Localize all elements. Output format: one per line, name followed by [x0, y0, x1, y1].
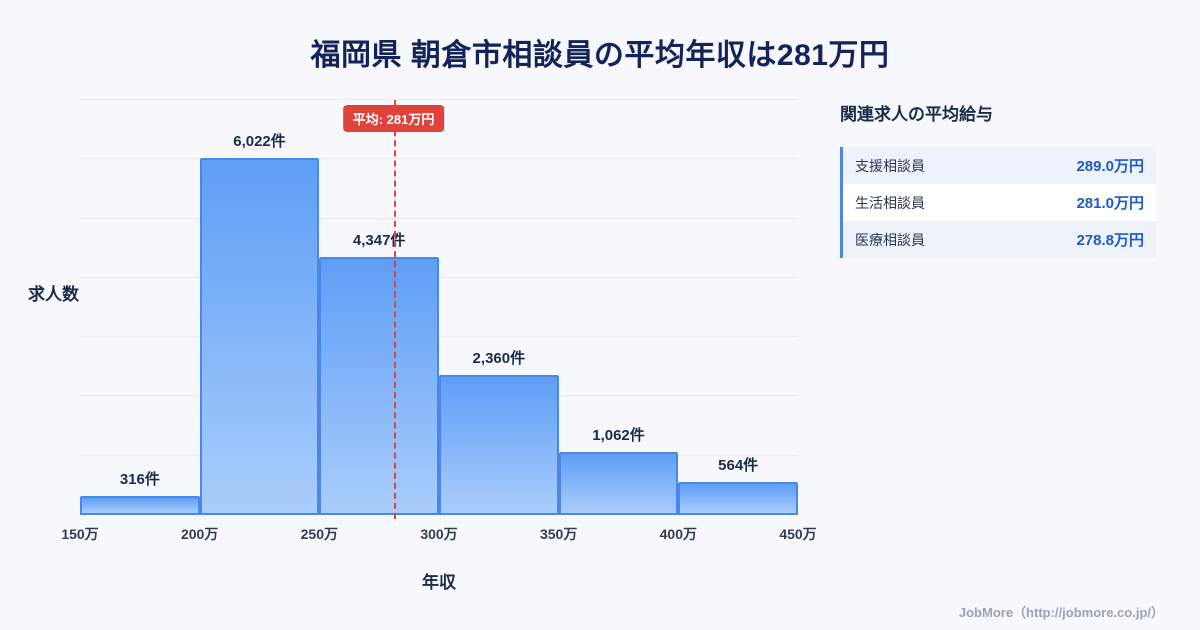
related-job-row: 生活相談員 281.0万円 — [840, 184, 1156, 221]
job-salary: 278.8万円 — [1076, 232, 1144, 249]
x-tick-label: 200万 — [180, 526, 219, 542]
x-axis-label: 年収 — [422, 573, 456, 592]
histogram-bar — [558, 452, 679, 515]
bar-value-label: 6,022件 — [233, 132, 286, 150]
gridline — [80, 336, 798, 338]
x-tick-label: 300万 — [420, 526, 458, 542]
bar-value-label: 564件 — [718, 456, 759, 474]
x-tick-label: 150万 — [61, 526, 99, 542]
gridline — [80, 276, 798, 278]
histogram-bar — [199, 157, 320, 515]
job-name: 生活相談員 — [855, 194, 925, 211]
gridline — [80, 158, 798, 160]
related-salary-table: 支援相談員 289.0万円生活相談員 281.0万円医療相談員 278.8万円 — [840, 147, 1156, 258]
histogram-bar — [439, 375, 559, 515]
histogram-bar — [678, 481, 798, 515]
job-salary: 289.0万円 — [1076, 158, 1144, 175]
histogram-plot-area: 316件 6,022件 4,347件 2,360件 1,062件 564件 150万 200万… — [61, 99, 817, 542]
bar-value-label: 316件 — [119, 471, 160, 489]
page-title: 福岡県 朝倉市相談員の平均年収は281万円 — [310, 39, 890, 72]
x-tick-label: 400万 — [659, 526, 698, 542]
related-job-row: 医療相談員 278.8万円 — [840, 221, 1156, 258]
histogram-bar — [80, 496, 200, 515]
histogram-bar — [319, 257, 439, 515]
job-salary: 281.0万円 — [1076, 195, 1144, 212]
x-tick-label: 450万 — [779, 526, 817, 542]
gridline — [80, 99, 798, 100]
average-badge: 平均: 281万円 — [342, 105, 445, 132]
job-name: 医療相談員 — [855, 231, 925, 248]
related-salary-heading: 関連求人の平均給与 — [840, 105, 993, 124]
bar-value-label: 4,347件 — [352, 232, 406, 250]
y-axis-label: 求人数 — [28, 285, 79, 304]
related-salary-panel: 関連求人の平均給与 支援相談員 289.0万円生活相談員 281.0万円医療相談員 2… — [840, 100, 1156, 258]
related-job-row: 支援相談員 289.0万円 — [840, 147, 1156, 184]
average-line — [393, 100, 396, 519]
bar-value-label: 2,360件 — [472, 350, 526, 368]
bar-value-label: 1,062件 — [592, 427, 645, 445]
footer-credit: JobMore（http://jobmore.co.jp/） — [958, 605, 1164, 620]
gridline — [80, 217, 798, 219]
x-tick-label: 250万 — [300, 526, 339, 542]
job-name: 支援相談員 — [855, 157, 925, 174]
x-tick-label: 350万 — [539, 526, 578, 542]
